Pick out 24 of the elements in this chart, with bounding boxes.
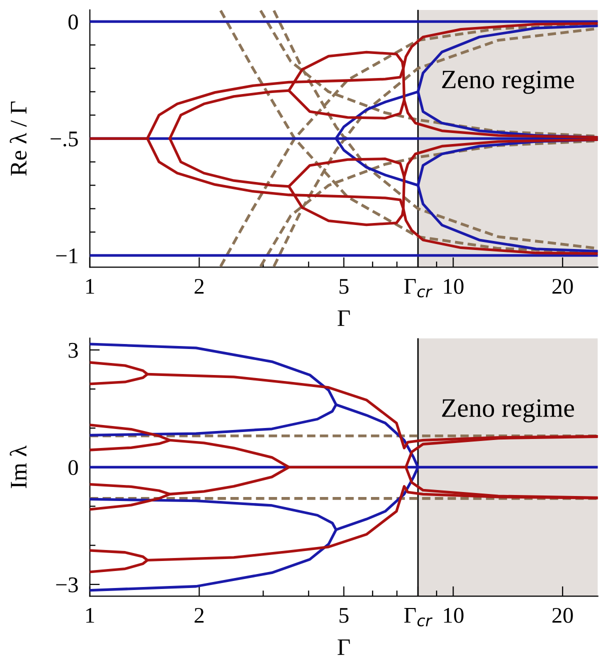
- x-tick-label: 5: [340, 608, 349, 623]
- x-tick-label: Γ$_{cr}$: [404, 279, 432, 298]
- x-tick-label: 1: [86, 608, 94, 623]
- y-tick-label: −3: [56, 577, 78, 592]
- x-tick-label: Γ$_{cr}$: [404, 608, 432, 626]
- x-tick-label: 1: [86, 279, 94, 294]
- x-tick-label: 20: [552, 608, 573, 623]
- x-tick-label: 20: [552, 278, 573, 294]
- y-axis-title: Re λ / Γ: [10, 101, 27, 176]
- x-axis-title: Γ: [338, 310, 350, 326]
- x-tick-label: 10: [444, 278, 464, 294]
- y-tick-label: −1: [56, 248, 78, 264]
- band-label: Zeno regime: [442, 70, 574, 94]
- band-label: Zeno regime: [442, 399, 574, 422]
- y-tick-label: 0: [68, 460, 78, 476]
- y-tick-label: 3: [68, 342, 78, 358]
- x-tick-label: 5: [340, 279, 349, 294]
- y-axis-title: Im λ: [10, 446, 26, 488]
- x-axis-title: Γ: [338, 639, 350, 655]
- x-tick-label: 2: [194, 278, 204, 294]
- y-tick-label: 0: [68, 14, 78, 30]
- x-tick-label: 10: [444, 608, 464, 623]
- x-tick-label: 2: [194, 608, 204, 623]
- y-tick-label: −.5: [50, 132, 78, 147]
